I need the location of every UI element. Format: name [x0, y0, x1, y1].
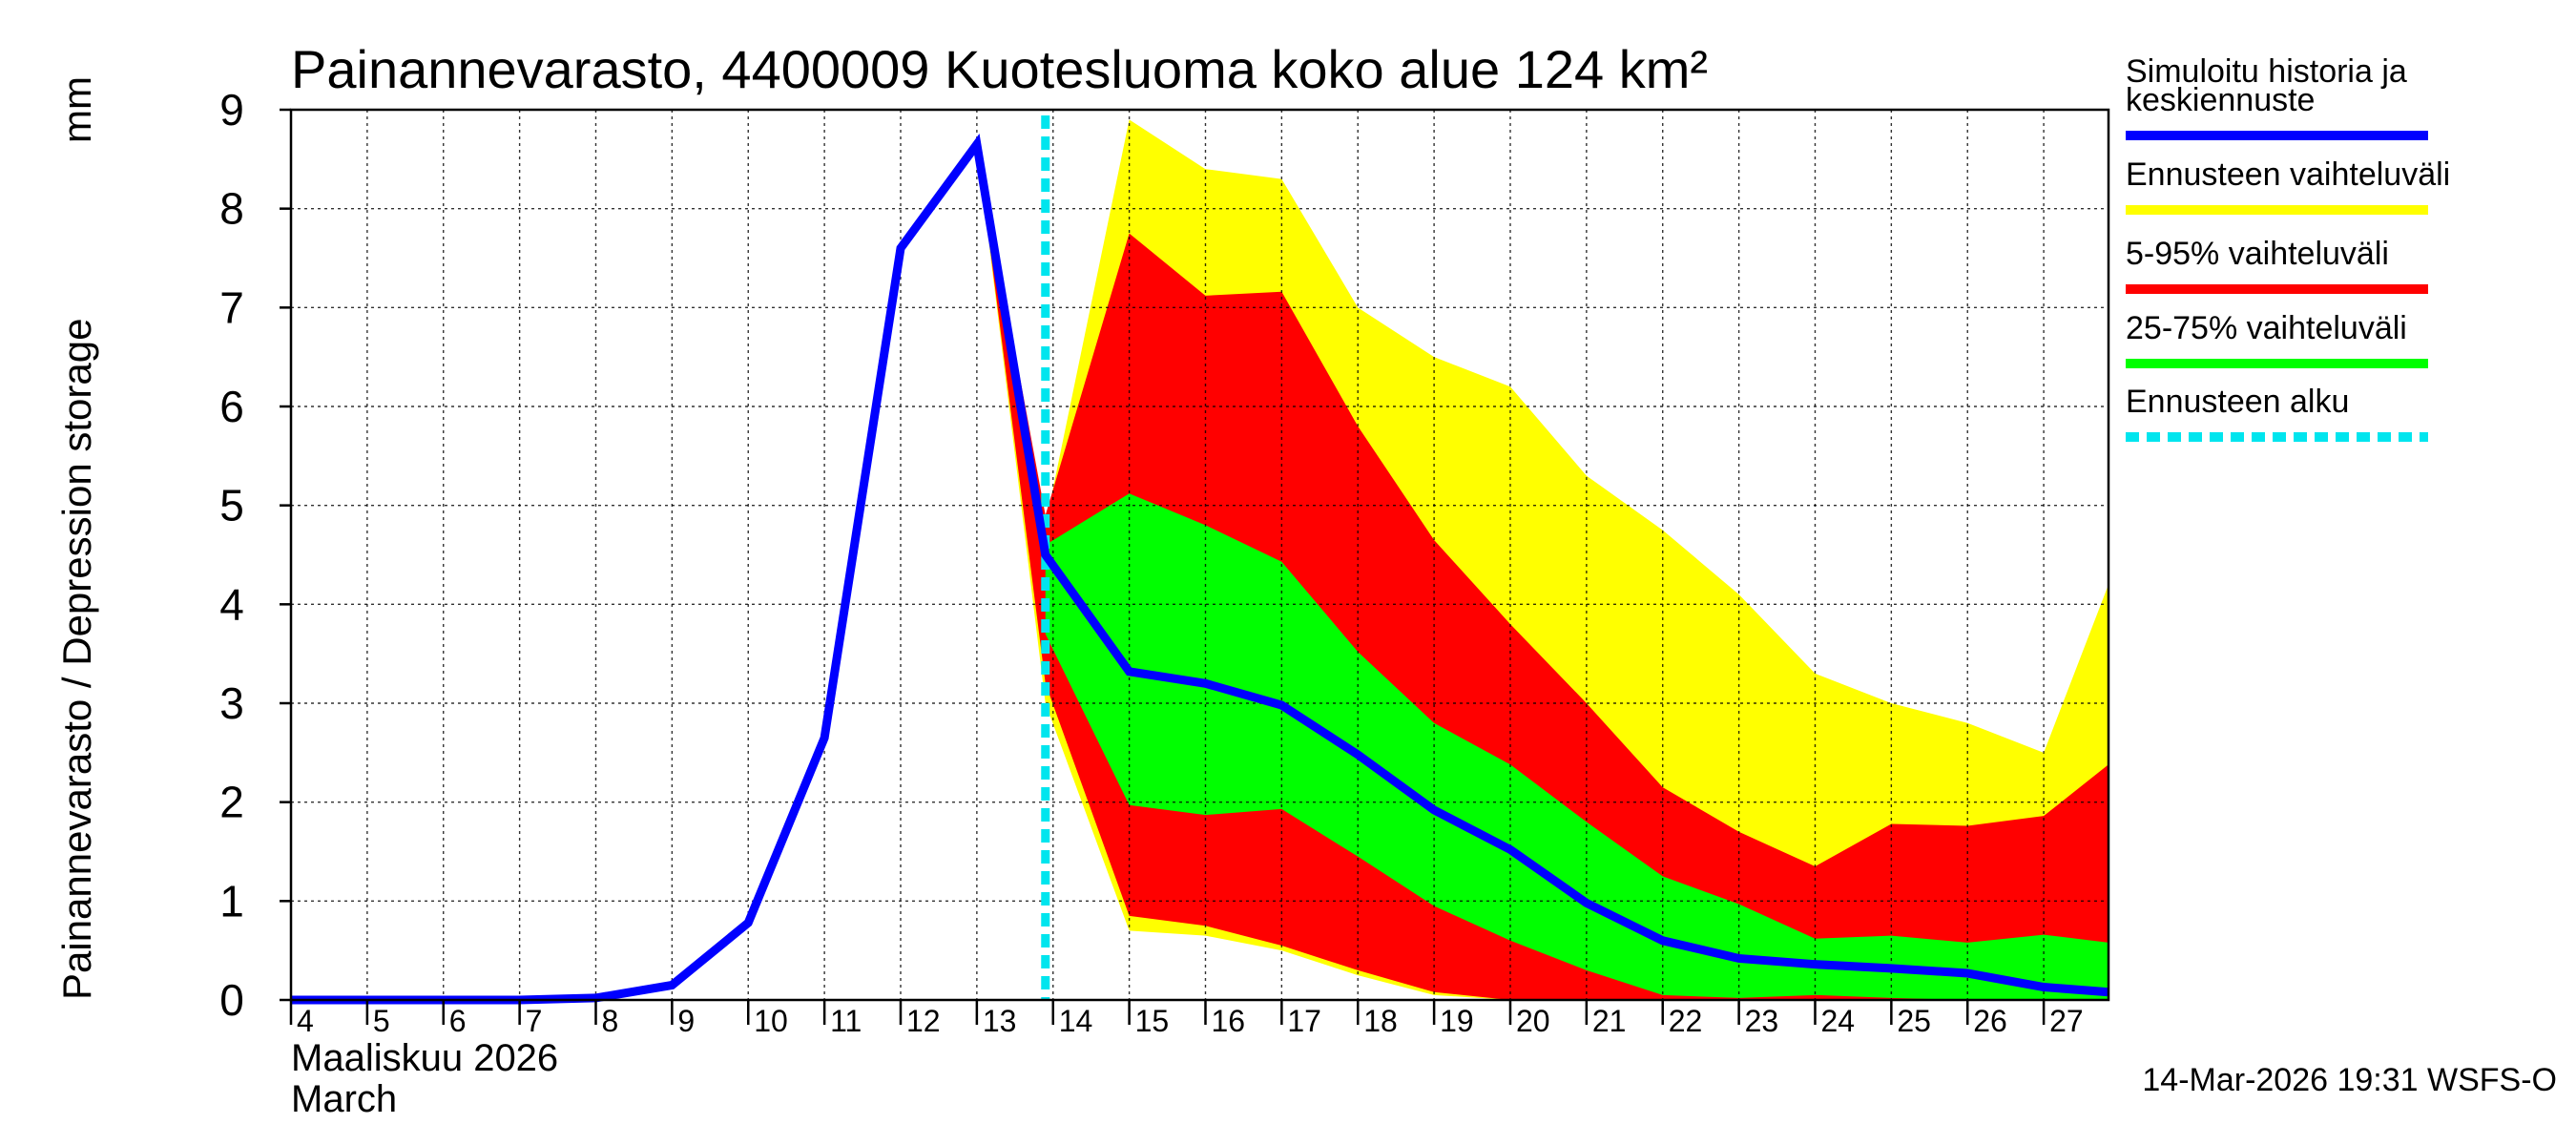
legend-label: 25-75% vaihteluväli [2126, 310, 2407, 346]
plot-border [289, 108, 2110, 1002]
plot-frame [289, 108, 2110, 1002]
band-25-75-vaihteluv-li [1045, 493, 2109, 1000]
x-tick-label: 21 [1592, 1004, 1627, 1038]
legend-label: Ennusteen vaihteluväli [2126, 156, 2450, 193]
x-tick-label: 12 [906, 1004, 941, 1038]
x-tick-label: 18 [1363, 1004, 1398, 1038]
x-tick-label: 4 [297, 1004, 314, 1038]
x-tick-label: 23 [1745, 1004, 1779, 1038]
y-tick-label: 3 [219, 678, 244, 728]
x-tick-label: 8 [601, 1004, 618, 1038]
y-axis-label: Painannevarasto / Depression storage [54, 319, 99, 1000]
x-tick-label: 6 [449, 1004, 467, 1038]
series-line-mean-forecast [291, 134, 2109, 1005]
x-tick-label: 10 [754, 1004, 788, 1038]
x-tick-label: 24 [1820, 1004, 1855, 1038]
x-axis-label-en: March [291, 1078, 397, 1120]
x-tick-label: 20 [1516, 1004, 1550, 1038]
y-tick-label: 8 [219, 184, 244, 234]
x-tick-label: 15 [1135, 1004, 1170, 1038]
y-tick-label: 1 [219, 876, 244, 926]
y-tick-label: 0 [219, 975, 244, 1025]
x-tick-label: 17 [1287, 1004, 1321, 1038]
x-tick-label: 5 [373, 1004, 390, 1038]
y-tick-label: 9 [219, 85, 244, 135]
x-tick-label: 13 [983, 1004, 1017, 1038]
timestamp: 14-Mar-2026 19:31 WSFS-O [2142, 1062, 2557, 1098]
series-layer [291, 134, 2109, 1005]
x-tick-label: 27 [2049, 1004, 2084, 1038]
grid-lines [291, 110, 2109, 1000]
y-tick-label: 4 [219, 579, 244, 629]
y-tick-label: 5 [219, 481, 244, 531]
y-tick-label: 7 [219, 282, 244, 332]
chart-title: Painannevarasto, 4400009 Kuotesluoma kok… [291, 39, 1708, 99]
legend-label: keskiennuste [2126, 82, 2315, 118]
x-axis-label-fi: Maaliskuu 2026 [291, 1037, 558, 1079]
legend-label: Ennusteen alku [2126, 384, 2349, 420]
legend-label: Simuloitu historia ja [2126, 53, 2407, 90]
y-ticks: 0 1 2 3 4 5 6 7 8 9 [219, 85, 291, 1025]
x-tick-label: 26 [1973, 1004, 2007, 1038]
y-tick-label: 2 [219, 778, 244, 827]
x-tick-label: 19 [1440, 1004, 1474, 1038]
legend-label: 5-95% vaihteluväli [2126, 236, 2389, 272]
forecast-bands [976, 119, 2109, 1001]
x-tick-label: 14 [1059, 1004, 1093, 1038]
x-tick-label: 25 [1897, 1004, 1931, 1038]
y-axis-unit: mm [54, 76, 99, 143]
x-tick-label: 11 [830, 1004, 862, 1038]
x-tick-label: 22 [1669, 1004, 1703, 1038]
x-tick-label: 9 [677, 1004, 695, 1038]
x-ticks: 4 5 6 7 8 9 10 11 12 13 14 15 16 17 18 19 20 21 22 23 24 25 26… [289, 1000, 2084, 1038]
x-tick-label: 7 [526, 1004, 543, 1038]
x-tick-label: 16 [1211, 1004, 1245, 1038]
y-tick-label: 6 [219, 382, 244, 431]
